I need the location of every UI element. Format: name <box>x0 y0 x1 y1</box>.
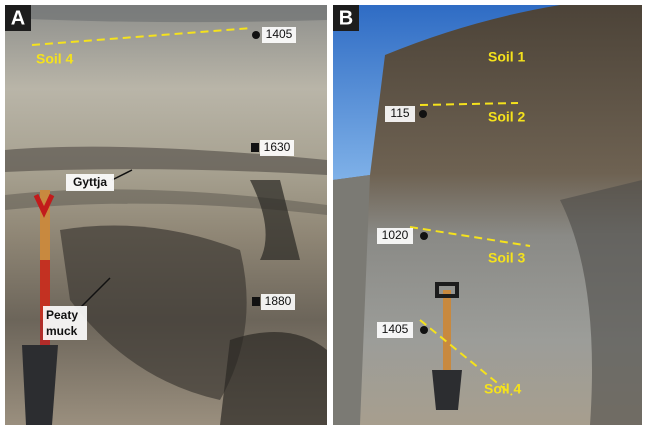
depth-label: 1630 <box>264 140 291 154</box>
depth-marker <box>419 110 427 118</box>
depth-label: 1880 <box>265 294 292 308</box>
depth-label: 1405 <box>382 322 409 336</box>
panel-letter: A <box>11 7 25 29</box>
soil-label: Soil 1 <box>488 49 526 65</box>
depth-marker <box>251 143 259 152</box>
feature-box: Peaty muck <box>43 306 93 342</box>
depth-label: 1405 <box>266 27 293 41</box>
depth-label: 115 <box>390 106 409 120</box>
figure: A B 1405 1630 1880 Soil 4 Gyttja Peaty m… <box>0 0 647 430</box>
panel-a-photo <box>5 5 327 425</box>
depth-marker <box>420 232 428 240</box>
feature-label: Peaty muck <box>43 306 87 340</box>
soil-label: Soil 2 <box>488 109 526 125</box>
depth-marker <box>252 297 260 306</box>
depth-marker <box>420 326 428 334</box>
depth-label: 1020 <box>382 228 409 242</box>
depth-marker <box>252 31 260 39</box>
feature-label: Gyttja <box>73 175 107 189</box>
soil-label: Soil 4 <box>36 51 74 67</box>
panel-letter: B <box>339 7 353 29</box>
panel-b-photo <box>333 5 642 425</box>
soil-label: Soil 4 <box>484 381 522 397</box>
soil-label: Soil 3 <box>488 250 526 266</box>
